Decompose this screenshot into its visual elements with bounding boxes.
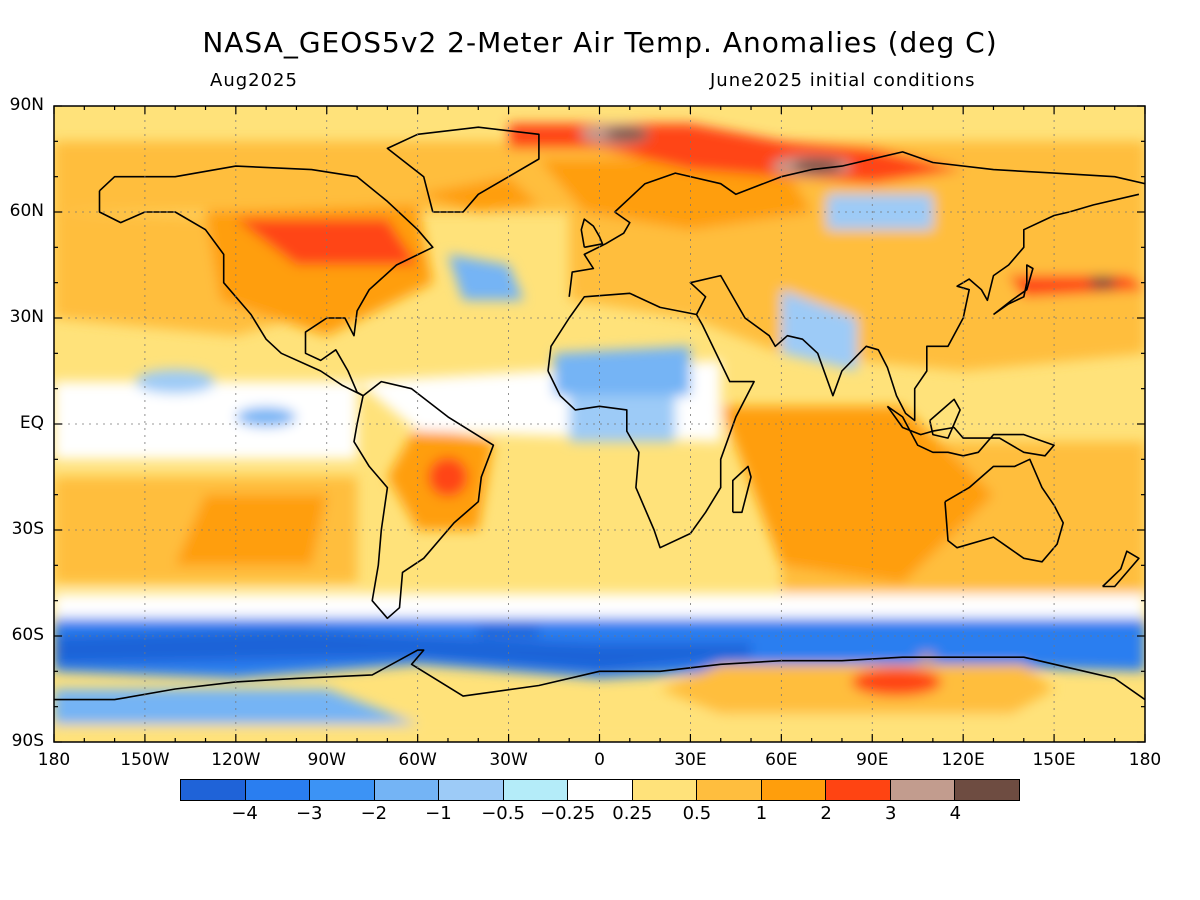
lon-label: 0 — [594, 750, 605, 770]
colorbar-swatch — [245, 780, 311, 800]
north-america-west-coast — [98, 190, 364, 397]
lat-label: 30S — [11, 519, 44, 539]
equatorial-pacific-cool-core — [236, 406, 297, 427]
colorbar-swatch — [568, 780, 633, 800]
colorbar-swatch — [632, 780, 698, 800]
init-conditions-label: June2025 initial conditions — [710, 70, 976, 91]
lat-label: EQ — [19, 413, 44, 433]
equatorial-pacific-cool — [135, 369, 216, 394]
colorbar-swatch — [761, 780, 827, 800]
anomaly-field — [54, 106, 1145, 742]
lon-label: 60E — [765, 750, 798, 770]
colorbar-tick-label: −0.25 — [540, 803, 596, 824]
lat-label: 60S — [11, 625, 44, 645]
lon-label: 150E — [1032, 750, 1076, 770]
siberia-cool — [826, 194, 933, 230]
map-title: NASA_GEOS5v2 2-Meter Air Temp. Anomalies… — [202, 26, 998, 59]
colorbar-tick-label: −3 — [295, 803, 323, 824]
colorbar-swatch — [697, 780, 762, 800]
colorbar-tick-label: 1 — [755, 803, 768, 824]
southern-ocean-cold-core — [54, 628, 751, 672]
colorbar-tick-label: −4 — [231, 803, 258, 824]
colorbar — [180, 779, 1020, 801]
lat-label: 30N — [9, 307, 44, 327]
colorbar-tick-label: 4 — [949, 803, 962, 824]
japan-coast — [993, 264, 1034, 316]
greenland-coast — [386, 126, 540, 213]
east-antarctica-warm — [660, 664, 1055, 725]
colorbar-tick-label: 0.25 — [612, 803, 653, 824]
nw-atlantic-cool — [448, 254, 524, 301]
colorbar-swatch — [181, 780, 246, 800]
colorbar-tick-label: 2 — [820, 803, 832, 824]
valid-month-label: Aug2025 — [210, 70, 298, 91]
borneo-coast — [929, 398, 961, 439]
colorbar-tick-label: −2 — [360, 803, 388, 824]
colorbar-swatch — [374, 780, 440, 800]
africa-coast — [547, 292, 755, 549]
north-america-coast — [98, 165, 434, 397]
lon-label: 90E — [856, 750, 889, 770]
lon-label: 30W — [489, 750, 528, 770]
lon-label: 180 — [1128, 750, 1162, 770]
arctic-brown — [604, 128, 649, 141]
europe-coast — [568, 151, 1145, 297]
tropical-pacific-neutral — [54, 381, 358, 460]
lon-label: 60W — [398, 750, 437, 770]
australia-coast — [944, 458, 1064, 563]
east-antarctica-red — [851, 667, 942, 696]
new-zealand-coast — [1102, 550, 1140, 588]
brazil-red — [427, 457, 468, 497]
colorbar-swatch — [503, 780, 569, 800]
lon-label: 120W — [211, 750, 261, 770]
colorbar-tick-label: −1 — [425, 803, 452, 824]
india-cool — [781, 289, 858, 371]
colorbar-swatch — [826, 780, 891, 800]
colorbar-tick-label: 3 — [885, 803, 897, 824]
antarctica-coast — [54, 649, 1145, 701]
kara-brown — [792, 159, 843, 174]
lat-label: 60N — [9, 201, 44, 221]
lat-label: 90N — [9, 95, 44, 115]
lon-label: 120E — [941, 750, 985, 770]
colorbar-tick-label: −0.5 — [481, 803, 525, 824]
south-america-coast — [353, 380, 495, 620]
colorbar-tick-label: 0.5 — [682, 803, 712, 824]
uk-coast — [580, 218, 604, 249]
lon-label: 30E — [674, 750, 707, 770]
nw-pacific-brown — [1088, 276, 1117, 289]
canada-red — [235, 219, 418, 265]
lon-label: 90W — [307, 750, 346, 770]
lon-label: 180 — [37, 750, 71, 770]
colorbar-swatch — [310, 780, 375, 800]
sahel-cool — [554, 346, 691, 396]
lon-label: 150W — [120, 750, 170, 770]
weddell-cold — [478, 625, 539, 636]
colorbar-swatch — [890, 780, 956, 800]
madagascar-coast — [731, 465, 752, 514]
lat-label: 90S — [11, 731, 44, 751]
asia-south-coast — [689, 193, 1140, 422]
colorbar-swatch — [439, 780, 504, 800]
indian-ocean-warm-core — [720, 406, 994, 583]
equatorial-africa-cool — [569, 395, 676, 442]
colorbar-swatch — [955, 780, 1019, 800]
